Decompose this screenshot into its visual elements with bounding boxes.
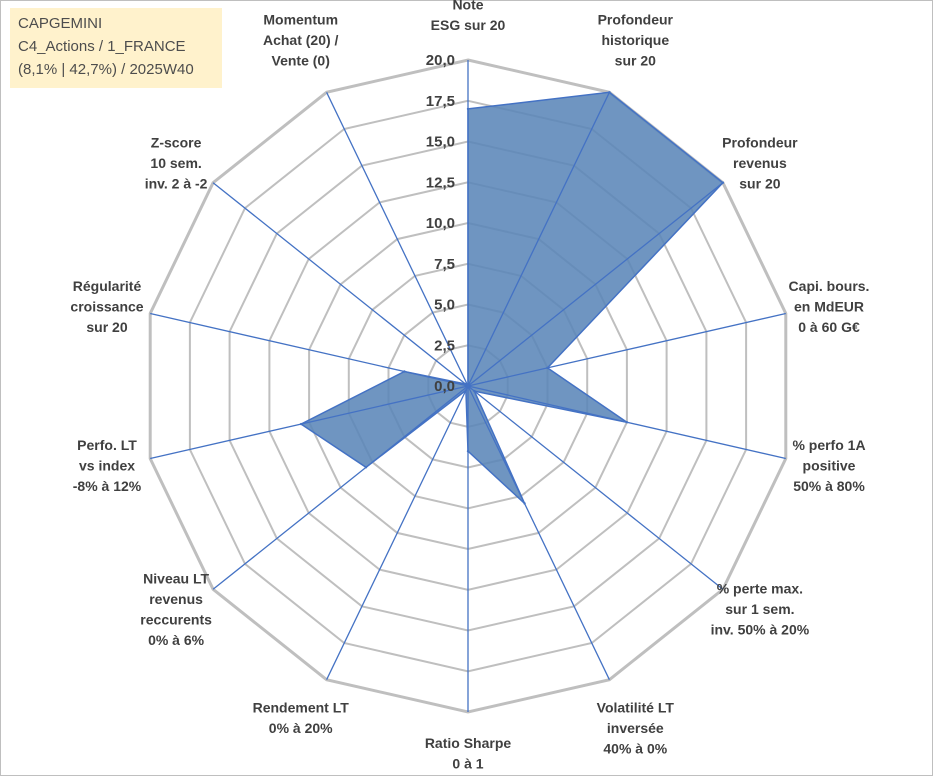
axis-label-line: -8% à 12% <box>73 478 142 494</box>
axis-label: Ratio Sharpe 0 à 1 <box>425 735 512 772</box>
data-point <box>403 370 406 373</box>
tick-label: 12,5 <box>426 174 455 191</box>
axis-label-line: 0% à 6% <box>148 632 205 648</box>
title-box: CAPGEMINI C4_Actions / 1_FRANCE (8,1% | … <box>10 8 222 88</box>
axis-label-line: Z-score <box>151 134 202 150</box>
data-point <box>464 382 467 386</box>
axis-label-line: 50% à 80% <box>793 478 865 494</box>
axis-label-line: inversée <box>607 720 664 736</box>
data-series-area <box>299 91 725 505</box>
tick-label: 7,5 <box>434 256 455 273</box>
data-point <box>608 91 611 94</box>
spoke-line <box>326 385 469 680</box>
axis-label: % perfo 1A positive 50% à 80% <box>792 437 865 494</box>
spoke-line <box>467 385 610 680</box>
axis-label-line: Vente (0) <box>272 53 330 69</box>
data-point <box>299 422 303 426</box>
axis-label-line: Profondeur <box>722 134 798 150</box>
data-point <box>625 421 629 424</box>
spoke-line <box>212 385 469 590</box>
data-point <box>546 366 549 370</box>
spoke-line <box>326 92 469 387</box>
axis-label: Rendement LT 0% à 20% <box>253 700 350 737</box>
axis-label-line: Momentum <box>263 12 338 28</box>
axis-label-line: croissance <box>70 298 143 314</box>
axis-label-line: Niveau LT <box>143 571 209 587</box>
axis-label-line: Profondeur <box>598 12 674 28</box>
axis-label: Régularité croissance sur 20 <box>70 278 143 335</box>
axis-label-line: % perfo 1A <box>792 437 865 453</box>
tick-label: 5,0 <box>434 297 455 314</box>
axis-label-line: Achat (20) / <box>263 32 339 48</box>
axis-label-line: inv. 2 à -2 <box>145 175 208 191</box>
axis-label-line: 0 à 1 <box>452 756 483 772</box>
axis-label-line: sur 20 <box>615 53 656 69</box>
data-point <box>364 466 368 469</box>
data-point <box>466 384 470 388</box>
tick-label: 2,5 <box>434 337 455 354</box>
axis-label-line: Rendement LT <box>253 700 350 716</box>
axis-label-line: sur 1 sem. <box>725 601 794 617</box>
tick-label: 10,0 <box>426 215 455 232</box>
axis-label-line: revenus <box>733 155 787 171</box>
axis-label-line: 0% à 20% <box>269 720 333 736</box>
axis-label-line: en MdEUR <box>794 298 864 314</box>
axis-label-line: sur 20 <box>739 175 780 191</box>
axis-label-line: inv. 50% à 20% <box>711 622 810 638</box>
axis-label-line: Perfo. LT <box>77 437 137 453</box>
axis-label-line: sur 20 <box>86 319 127 335</box>
axis-label: Momentum Achat (20) / Vente (0) <box>263 12 339 69</box>
axis-label: Niveau LT revenus reccurents 0% à 6% <box>140 571 212 649</box>
axis-label-line: Volatilité LT <box>597 700 675 716</box>
spoke-line <box>467 92 610 387</box>
axis-label: Profondeur revenus sur 20 <box>722 134 798 191</box>
tick-label: 0,0 <box>434 378 455 395</box>
data-point <box>464 389 468 392</box>
axis-label: Z-score 10 sem. inv. 2 à -2 <box>145 134 208 191</box>
spoke-line <box>467 182 724 387</box>
axis-label-line: Capi. bours. <box>789 278 870 294</box>
data-point <box>466 450 470 453</box>
axis-label-line: 40% à 0% <box>603 741 667 757</box>
axis-label: Perfo. LT vs index -8% à 12% <box>73 437 142 494</box>
axis-label-line: vs index <box>79 458 135 474</box>
axis-label-line: reccurents <box>140 612 212 628</box>
axis-label-line: Ratio Sharpe <box>425 735 512 751</box>
data-point <box>473 389 476 393</box>
data-point <box>523 502 526 505</box>
axis-label-line: 0 à 60 G€ <box>798 319 860 335</box>
company-name: CAPGEMINI <box>18 15 103 32</box>
axis-label-line: Régularité <box>73 278 142 294</box>
axis-label: Volatilité LT inversée 40% à 0% <box>597 700 675 757</box>
axis-label-line: 10 sem. <box>150 155 201 171</box>
spoke-line <box>212 182 469 387</box>
category-label: C4_Actions / 1_FRANCE <box>18 38 186 55</box>
axis-label: % perte max. sur 1 sem. inv. 50% à 20% <box>711 581 810 638</box>
data-point <box>466 107 470 111</box>
axis-label: Profondeur historique sur 20 <box>598 12 674 69</box>
axis-label-line: revenus <box>149 591 203 607</box>
spoke-line <box>467 312 786 387</box>
tick-label: 15,0 <box>426 134 455 151</box>
stats-label: (8,1% | 42,7%) / 2025W40 <box>18 61 194 78</box>
axis-label-line: % perte max. <box>717 581 803 597</box>
tick-label: 17,5 <box>426 93 455 110</box>
tick-label: 20,0 <box>426 52 455 69</box>
data-point <box>721 181 725 184</box>
axis-label-line: positive <box>803 458 856 474</box>
spoke-line <box>150 312 469 387</box>
spoke-line <box>150 385 469 460</box>
axis-label: Note ESG sur 20 <box>431 0 506 33</box>
spoke-line <box>467 385 724 590</box>
axis-label-line: ESG sur 20 <box>431 17 506 33</box>
axis-label: Capi. bours. en MdEUR 0 à 60 G€ <box>789 278 870 335</box>
axis-label-line: historique <box>601 32 669 48</box>
axis-label-line: Note <box>452 0 483 13</box>
